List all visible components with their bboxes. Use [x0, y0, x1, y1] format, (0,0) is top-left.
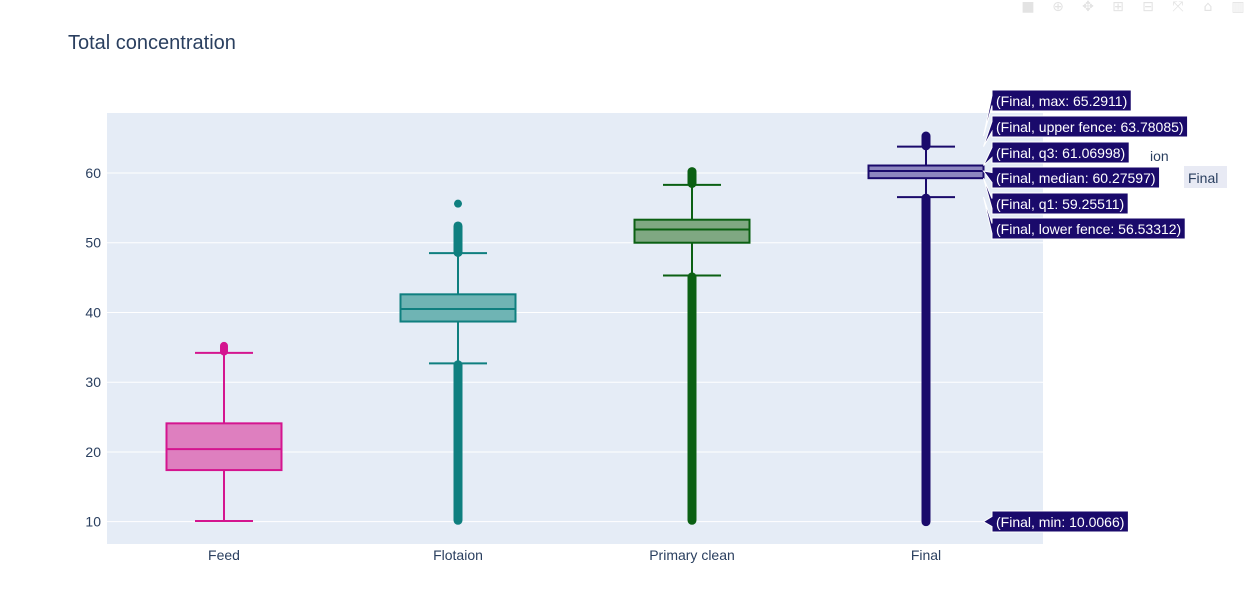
y-tick-label: 10 [85, 514, 101, 530]
x-tick-label: Flotaion [433, 547, 483, 563]
hover-label: (Final, upper fence: 63.78085) [983, 115, 1189, 147]
boxes [165, 131, 985, 527]
y-tick-label: 40 [85, 304, 101, 320]
hover-label-text: (Final, q1: 59.25511) [996, 196, 1124, 212]
outlier-point [220, 341, 228, 350]
hover-label-text: (Final, max: 65.2911) [996, 93, 1127, 109]
hover-label: (Final, q1: 59.25511) [983, 177, 1129, 215]
iqr-box [165, 422, 283, 472]
hover-label: (Final, median: 60.27597) [982, 166, 1161, 189]
zoom-in-icon[interactable]: ⊞ [1112, 0, 1124, 14]
home-icon[interactable]: ⌂ [1203, 0, 1213, 14]
modebar: ■ ⊕ ✥ ⊞ ⊟ ⤧ ⌂ ▥ [1018, 0, 1248, 14]
hover-label-box [982, 166, 1161, 189]
hover-name-label: Final [1184, 166, 1227, 188]
hover-label-box [983, 89, 1132, 137]
x-tick-label: Feed [208, 547, 240, 563]
hover-label-text: (Final, upper fence: 63.78085) [996, 119, 1184, 135]
hover-label: (Final, lower fence: 56.53312) [983, 197, 1186, 240]
x-axis-ticks: Feed Flotaion Primary clean Final [208, 547, 941, 563]
x-tick-label: Final [911, 547, 941, 563]
hover-label-box [983, 141, 1130, 166]
hover-label: (Final, max: 65.2911) [983, 89, 1132, 137]
hover-label: (Final, min: 10.0066) [982, 510, 1129, 533]
zoom-icon[interactable]: ⊕ [1052, 0, 1064, 14]
zoom-out-icon[interactable]: ⊟ [1142, 0, 1154, 14]
iqr-box [633, 218, 751, 244]
legend-partial-text: ion [1150, 148, 1169, 164]
chart-title: Total concentration [68, 32, 236, 54]
hover-label: (Final, q3: 61.06998) [983, 141, 1130, 166]
hover-name-text: Final [1188, 170, 1218, 186]
box-final[interactable] [867, 131, 985, 527]
camera-icon[interactable]: ■ [1021, 0, 1035, 14]
hover-label-box [983, 115, 1189, 147]
plotly-logo-icon[interactable]: ▥ [1231, 0, 1245, 14]
iqr-box [399, 293, 517, 323]
hover-label-box [983, 197, 1186, 240]
y-tick-label: 60 [85, 165, 101, 181]
hover-name-box [1184, 166, 1227, 188]
y-tick-label: 30 [85, 374, 101, 390]
box-flotaion[interactable] [399, 199, 517, 525]
x-tick-label: Primary clean [649, 547, 735, 563]
plot-area [107, 113, 1043, 544]
y-tick-label: 50 [85, 235, 101, 251]
hover-labels: (Final, max: 65.2911) (Final, upper fence… [982, 89, 1227, 533]
hover-label-text: (Final, q3: 61.06998) [996, 145, 1125, 161]
outlier-point [454, 199, 462, 208]
autoscale-icon[interactable]: ⤧ [1172, 0, 1184, 14]
box-primary-clean[interactable] [633, 167, 751, 525]
hover-label-text: (Final, min: 10.0066) [996, 514, 1124, 530]
y-axis-ticks: 10 20 30 40 50 60 [85, 165, 101, 530]
pan-icon[interactable]: ✥ [1082, 0, 1094, 14]
gridlines [107, 172, 1043, 523]
hover-label-text: (Final, median: 60.27597) [996, 170, 1156, 186]
hover-label-text: (Final, lower fence: 56.53312) [996, 221, 1181, 237]
hover-label-box [982, 510, 1129, 533]
hover-label-box [983, 177, 1129, 215]
box-feed[interactable] [165, 341, 283, 522]
y-tick-label: 20 [85, 444, 101, 460]
